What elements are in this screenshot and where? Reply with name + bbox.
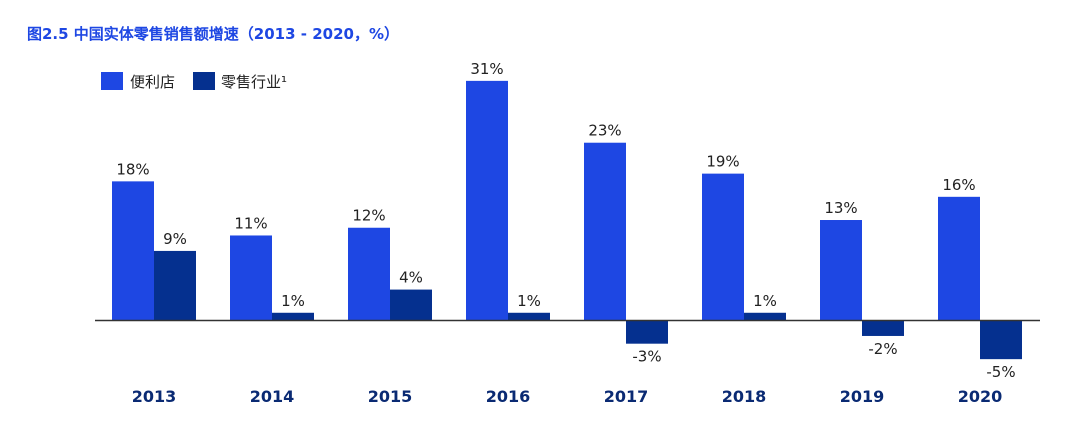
bar-2018-series-2: [744, 312, 786, 321]
bar-2015-series-2: [390, 289, 432, 321]
data-label-2017-series-1: 23%: [588, 122, 621, 140]
category-label-2017: 2017: [604, 387, 649, 406]
data-label-2019-series-2: -2%: [868, 340, 897, 358]
bar-2013-series-1: [112, 181, 154, 321]
bar-2014-series-2: [272, 312, 314, 321]
data-labels: 18% 9% 11% 1% 12% 4% 31% 1% 23% -3% 19% 1% 13% -2% 16%…: [116, 60, 1015, 381]
category-label-2016: 2016: [486, 387, 531, 406]
data-label-2016-series-2: 1%: [517, 292, 541, 310]
data-label-2015-series-1: 12%: [352, 207, 385, 225]
category-labels: 2013 2014 2015 2016 2017 2018 2019 2020: [132, 387, 1003, 406]
category-label-2020: 2020: [958, 387, 1003, 406]
legend-label-convenience-store: 便利店: [130, 73, 175, 91]
bar-2013-series-2: [154, 250, 196, 321]
category-label-2015: 2015: [368, 387, 413, 406]
chart-title: 图2.5 中国实体零售销售额增速（2013 - 2020，%）: [27, 25, 399, 43]
data-label-2014-series-2: 1%: [281, 292, 305, 310]
category-label-2014: 2014: [250, 387, 295, 406]
bar-2014-series-1: [230, 235, 272, 321]
data-label-2019-series-1: 13%: [824, 199, 857, 217]
data-label-2016-series-1: 31%: [470, 60, 503, 78]
bar-2015-series-1: [348, 227, 390, 321]
bar-2019-series-1: [820, 220, 862, 321]
bar-2016-series-2: [508, 312, 550, 321]
bars: [112, 80, 1022, 360]
bar-2018-series-1: [702, 173, 744, 321]
bar-2020-series-2: [980, 320, 1022, 360]
category-label-2019: 2019: [840, 387, 885, 406]
bar-2016-series-1: [466, 80, 508, 321]
data-label-2020-series-1: 16%: [942, 176, 975, 194]
bar-2020-series-1: [938, 196, 980, 321]
data-label-2013-series-1: 18%: [116, 160, 149, 178]
data-label-2015-series-2: 4%: [399, 269, 423, 287]
data-label-2020-series-2: -5%: [986, 363, 1015, 381]
category-label-2018: 2018: [722, 387, 767, 406]
legend-swatch-retail-industry: [193, 72, 215, 90]
data-label-2018-series-1: 19%: [706, 153, 739, 171]
data-label-2017-series-2: -3%: [632, 348, 661, 366]
data-label-2013-series-2: 9%: [163, 230, 187, 248]
legend-swatch-convenience-store: [101, 72, 123, 90]
category-label-2013: 2013: [132, 387, 177, 406]
data-label-2014-series-1: 11%: [234, 214, 267, 232]
bar-2019-series-2: [862, 320, 904, 336]
bar-2017-series-1: [584, 142, 626, 321]
bar-2017-series-2: [626, 320, 668, 344]
legend: 便利店 零售行业¹: [101, 72, 287, 91]
legend-label-retail-industry: 零售行业¹: [221, 73, 287, 91]
data-label-2018-series-2: 1%: [753, 292, 777, 310]
